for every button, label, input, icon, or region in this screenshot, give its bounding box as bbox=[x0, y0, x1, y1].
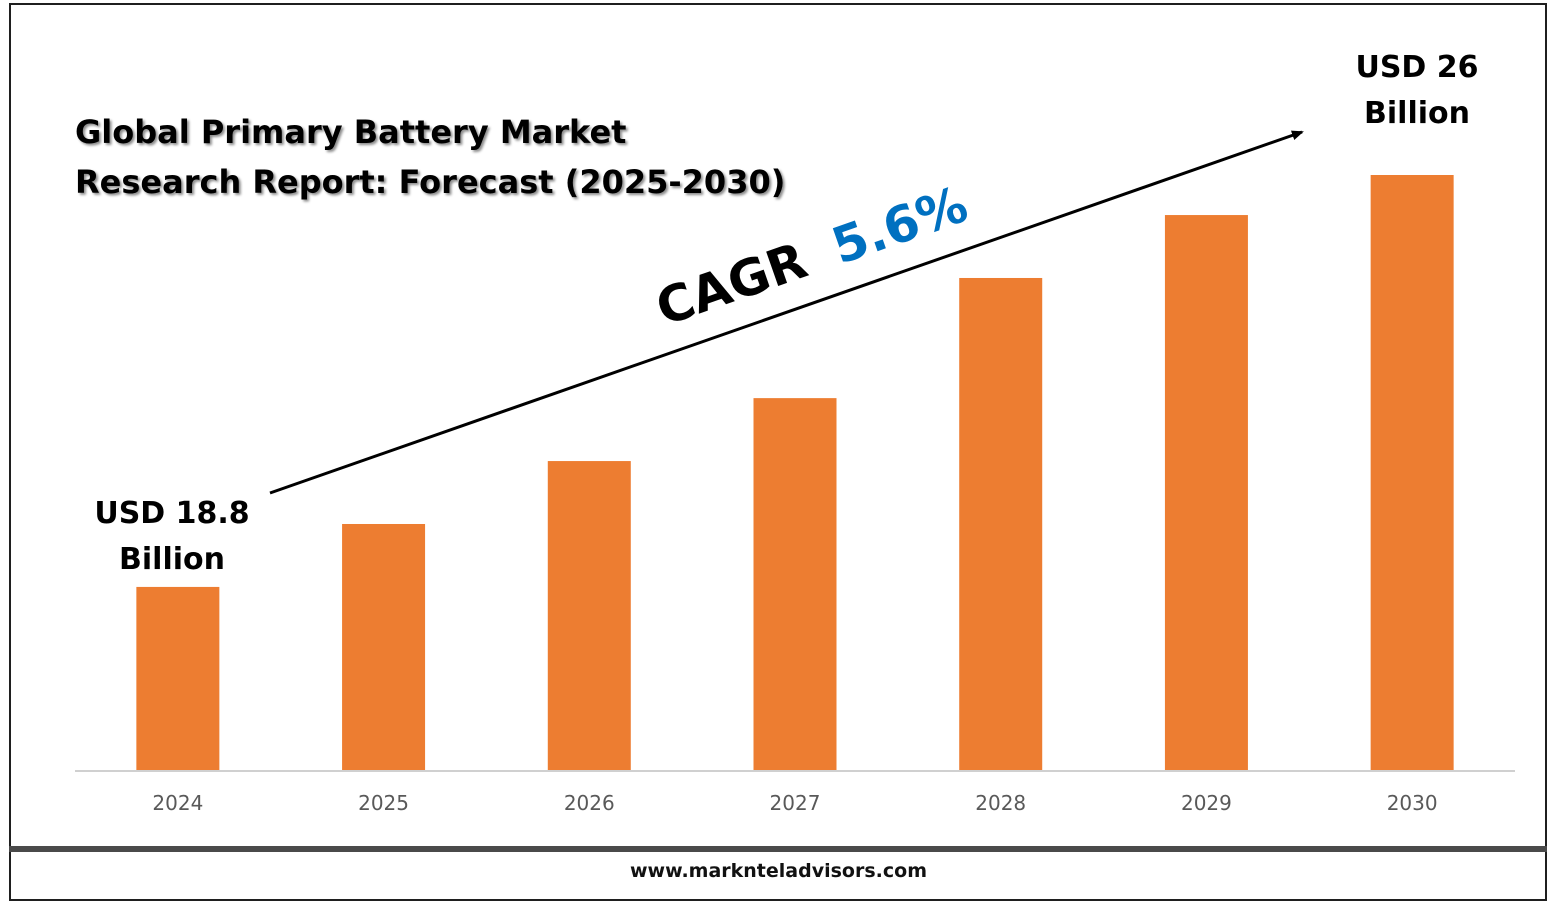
bar-2030 bbox=[1370, 175, 1454, 770]
cagr-trend-arrow bbox=[269, 130, 1304, 495]
x-tick-label: 2024 bbox=[152, 791, 203, 815]
chart-title-line-2: Research Report: Forecast (2025-2030) bbox=[75, 163, 785, 201]
x-tick-label: 2025 bbox=[358, 791, 409, 815]
start-label-line-2: Billion bbox=[119, 542, 225, 577]
bar-2027 bbox=[753, 398, 837, 770]
x-tick-labels: 2024 2025 2026 2027 2028 2029 2030 bbox=[152, 791, 1437, 815]
start-label-line-1: USD 18.8 bbox=[94, 496, 249, 531]
x-tick-label: 2028 bbox=[975, 791, 1026, 815]
end-label-line-1: USD 26 bbox=[1355, 50, 1478, 85]
cagr-value: 5.6% bbox=[825, 175, 975, 276]
x-tick-label: 2026 bbox=[564, 791, 615, 815]
cagr-prefix: CAGR bbox=[649, 231, 814, 337]
bar-2025 bbox=[342, 523, 426, 770]
chart-title-line-1: Global Primary Battery Market bbox=[75, 113, 626, 151]
end-label-line-2: Billion bbox=[1364, 96, 1470, 131]
footer-divider bbox=[9, 846, 1547, 852]
chart-title: Global Primary Battery Market Research Re… bbox=[75, 113, 785, 201]
bar-2024 bbox=[136, 586, 220, 770]
x-tick-label: 2027 bbox=[770, 791, 821, 815]
x-tick-label: 2029 bbox=[1181, 791, 1232, 815]
bar-2026 bbox=[547, 461, 631, 770]
bars-group bbox=[136, 175, 1454, 770]
end-value-label: USD 26 Billion bbox=[1355, 50, 1478, 131]
bar-2028 bbox=[959, 277, 1043, 770]
footer-url[interactable]: www.marknteladvisors.com bbox=[630, 860, 927, 882]
start-value-label: USD 18.8 Billion bbox=[94, 496, 249, 577]
bar-2029 bbox=[1164, 215, 1248, 770]
x-tick-label: 2030 bbox=[1387, 791, 1438, 815]
